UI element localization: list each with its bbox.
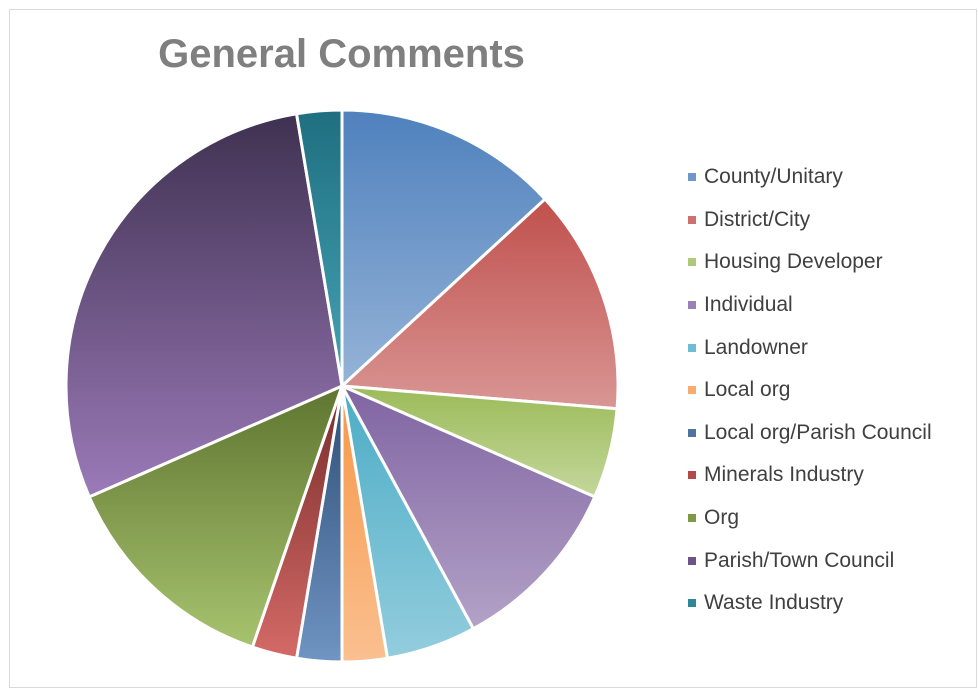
legend-label: Org <box>704 506 740 530</box>
legend-swatch <box>688 258 696 267</box>
chart-title: General Comments <box>158 32 525 76</box>
legend-item-parish-town-council: Parish/Town Council <box>688 539 932 582</box>
legend-swatch <box>688 215 696 224</box>
legend-item-org: Org <box>688 497 932 540</box>
pie-slice-district-city <box>340 197 620 411</box>
legend-item-local-org: Local org <box>688 369 932 412</box>
legend-item-county-unitary: County/Unitary <box>688 156 932 199</box>
pie-slice-individual <box>340 384 597 631</box>
legend-swatch <box>688 343 696 352</box>
legend-item-landowner: Landowner <box>688 326 932 369</box>
legend-item-district-city: District/City <box>688 199 932 242</box>
pie-slice-parish-town-council <box>64 112 344 499</box>
legend-label: County/Unitary <box>704 165 843 189</box>
pie-slice-county-unitary <box>340 108 547 388</box>
legend-label: Housing Developer <box>704 250 883 274</box>
legend-label: Waste Industry <box>704 591 844 615</box>
legend-label: District/City <box>704 207 811 231</box>
legend-swatch <box>688 556 696 565</box>
legend-swatch <box>688 173 696 182</box>
legend-item-individual: Individual <box>688 284 932 327</box>
pie-slice-org <box>87 384 344 649</box>
legend-item-waste-industry: Waste Industry <box>688 582 932 625</box>
legend-label: Parish/Town Council <box>704 548 895 572</box>
legend-label: Individual <box>704 293 793 317</box>
legend-swatch <box>688 301 696 310</box>
legend-swatch <box>688 514 696 523</box>
legend-label: Minerals Industry <box>704 463 864 487</box>
legend-swatch <box>688 599 696 608</box>
legend-item-minerals-industry: Minerals Industry <box>688 454 932 497</box>
legend-swatch <box>688 386 696 395</box>
legend-item-local-org-parish-council: Local org/Parish Council <box>688 412 932 455</box>
legend-swatch <box>688 471 696 480</box>
chart-legend: County/Unitary District/City Housing Devel… <box>688 156 932 625</box>
legend-label: Local org/Parish Council <box>704 420 932 444</box>
legend-label: Local org <box>704 378 791 402</box>
pie-slice-waste-industry <box>295 108 344 388</box>
legend-swatch <box>688 428 696 437</box>
legend-item-housing-developer: Housing Developer <box>688 241 932 284</box>
legend-label: Landowner <box>704 335 808 359</box>
